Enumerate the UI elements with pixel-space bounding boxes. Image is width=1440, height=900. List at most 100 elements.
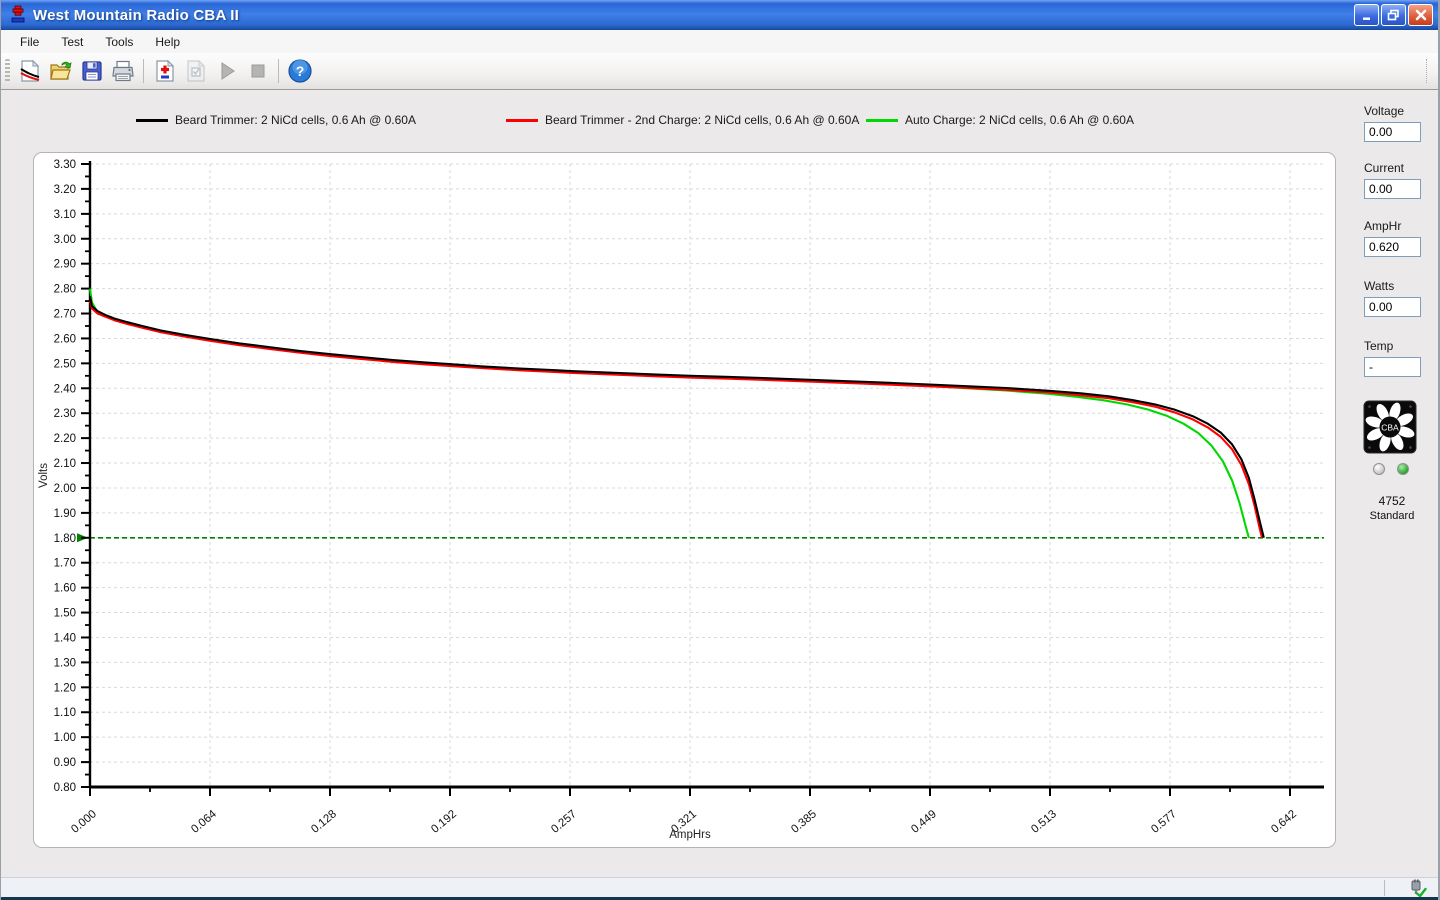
new-graph-icon <box>19 59 39 82</box>
new-test-icon <box>155 59 174 82</box>
svg-text:0.064: 0.064 <box>189 808 219 836</box>
stop-test-button[interactable] <box>243 57 272 86</box>
watts-field[interactable]: 0.00 <box>1364 297 1421 317</box>
svg-text:0.80: 0.80 <box>54 782 76 794</box>
close-button[interactable] <box>1408 4 1433 26</box>
svg-text:0.642: 0.642 <box>1269 808 1299 836</box>
temp-field[interactable]: - <box>1364 357 1421 377</box>
svg-text:0.000: 0.000 <box>69 808 99 836</box>
svg-text:0.192: 0.192 <box>429 808 459 836</box>
menu-tools[interactable]: Tools <box>105 34 134 49</box>
svg-text:0.513: 0.513 <box>1029 808 1059 836</box>
svg-text:3.30: 3.30 <box>54 159 76 171</box>
legend-label: Beard Trimmer - 2nd Charge: 2 NiCd cells… <box>545 113 860 127</box>
amphr-field[interactable]: 0.620 <box>1364 237 1421 257</box>
svg-text:2.10: 2.10 <box>54 458 76 470</box>
svg-text:2.60: 2.60 <box>54 333 76 345</box>
minimize-button[interactable] <box>1354 4 1379 26</box>
legend-label: Auto Charge: 2 NiCd cells, 0.6 Ah @ 0.60… <box>905 113 1134 127</box>
test-settings-button[interactable] <box>181 57 210 86</box>
svg-text:?: ? <box>295 63 304 79</box>
restore-icon <box>1387 9 1399 21</box>
close-icon <box>1415 9 1426 21</box>
svg-text:CBA: CBA <box>1381 423 1399 433</box>
svg-text:0.385: 0.385 <box>789 808 819 836</box>
toolbar-overflow-handle[interactable] <box>1426 59 1434 83</box>
svg-text:2.00: 2.00 <box>54 483 76 495</box>
svg-text:0.577: 0.577 <box>1149 808 1179 836</box>
stop-square-icon <box>251 64 264 78</box>
new-test-button[interactable] <box>150 57 179 86</box>
voltage-label: Voltage <box>1364 104 1405 118</box>
svg-text:1.50: 1.50 <box>54 608 76 620</box>
start-play-icon <box>221 62 235 80</box>
new-graph-button[interactable] <box>15 57 44 86</box>
svg-text:1.40: 1.40 <box>54 632 76 644</box>
gridlines <box>90 163 1324 787</box>
save-floppy-icon <box>81 61 102 81</box>
svg-text:0.128: 0.128 <box>309 808 339 836</box>
toolbar-separator <box>278 59 279 83</box>
svg-text:1.20: 1.20 <box>54 682 76 694</box>
series-0 <box>88 295 1265 539</box>
legend-label: Beard Trimmer: 2 NiCd cells, 0.6 Ah @ 0.… <box>175 113 416 127</box>
current-field[interactable]: 0.00 <box>1364 179 1421 199</box>
status-led-off <box>1373 463 1385 475</box>
toolbar-grip[interactable] <box>5 59 10 83</box>
menubar: File Test Tools Help <box>1 30 1438 53</box>
window-title: West Mountain Radio CBA II <box>33 6 240 24</box>
help-icon: ? <box>287 59 312 83</box>
cba-fan-logo: CBA <box>1363 400 1417 454</box>
watts-label: Watts <box>1364 279 1395 293</box>
legend-line-black <box>136 118 168 122</box>
svg-text:2.20: 2.20 <box>54 433 76 445</box>
usb-connected-icon <box>1411 879 1427 897</box>
statusbar-separator <box>1384 880 1385 896</box>
toolbar: ? <box>1 53 1438 90</box>
x-axis-title: AmpHrs <box>669 829 711 841</box>
legend-item-beard-trimmer-2nd: Beard Trimmer - 2nd Charge: 2 NiCd cells… <box>506 112 859 128</box>
series-1 <box>88 300 1264 539</box>
svg-text:2.70: 2.70 <box>54 309 76 321</box>
temp-label: Temp <box>1364 339 1394 353</box>
svg-text:0.449: 0.449 <box>909 808 939 836</box>
svg-text:2.40: 2.40 <box>54 383 76 395</box>
window-bottom-border <box>1 897 1438 900</box>
discharge-chart[interactable]: 3.30 3.20 3.10 3.00 2.90 2.80 2.70 2.60 2.50 2.40… <box>34 153 1335 847</box>
amphr-label: AmpHr <box>1364 219 1402 233</box>
svg-text:0.257: 0.257 <box>549 808 579 836</box>
svg-text:1.70: 1.70 <box>54 558 76 570</box>
device-model: Standard <box>1369 510 1415 522</box>
menu-test[interactable]: Test <box>61 34 84 49</box>
svg-text:2.50: 2.50 <box>54 358 76 370</box>
open-button[interactable] <box>46 57 75 86</box>
save-button[interactable] <box>77 57 106 86</box>
print-button[interactable] <box>108 57 137 86</box>
y-axis-title: Volts <box>38 463 50 488</box>
status-led-on <box>1397 463 1409 475</box>
start-test-button[interactable] <box>212 57 241 86</box>
axes <box>88 161 1324 789</box>
svg-text:3.20: 3.20 <box>54 184 76 196</box>
restore-button[interactable] <box>1381 4 1406 26</box>
voltage-field[interactable]: 0.00 <box>1364 122 1421 142</box>
app-plusminus-icon <box>11 5 25 23</box>
current-label: Current <box>1364 161 1405 175</box>
titlebar[interactable]: West Mountain Radio CBA II <box>1 0 1438 30</box>
menu-help[interactable]: Help <box>155 34 181 49</box>
device-serial: 4752 <box>1378 494 1406 508</box>
svg-text:3.10: 3.10 <box>54 209 76 221</box>
print-icon <box>111 60 134 82</box>
test-settings-icon <box>186 59 205 82</box>
open-folder-icon <box>49 61 72 80</box>
svg-text:1.80: 1.80 <box>54 533 76 545</box>
menu-file[interactable]: File <box>20 34 40 49</box>
help-button[interactable]: ? <box>285 57 314 86</box>
chart-panel[interactable]: 3.30 3.20 3.10 3.00 2.90 2.80 2.70 2.60 2.50 2.40… <box>33 152 1336 848</box>
minimize-icon <box>1362 17 1370 20</box>
svg-text:1.30: 1.30 <box>54 657 76 669</box>
svg-text:2.90: 2.90 <box>54 259 76 271</box>
legend-item-auto-charge: Auto Charge: 2 NiCd cells, 0.6 Ah @ 0.60… <box>866 112 1134 128</box>
y-axis-ticks: 3.30 3.20 3.10 3.00 2.90 2.80 2.70 2.60 2.50 2.40… <box>54 159 90 794</box>
